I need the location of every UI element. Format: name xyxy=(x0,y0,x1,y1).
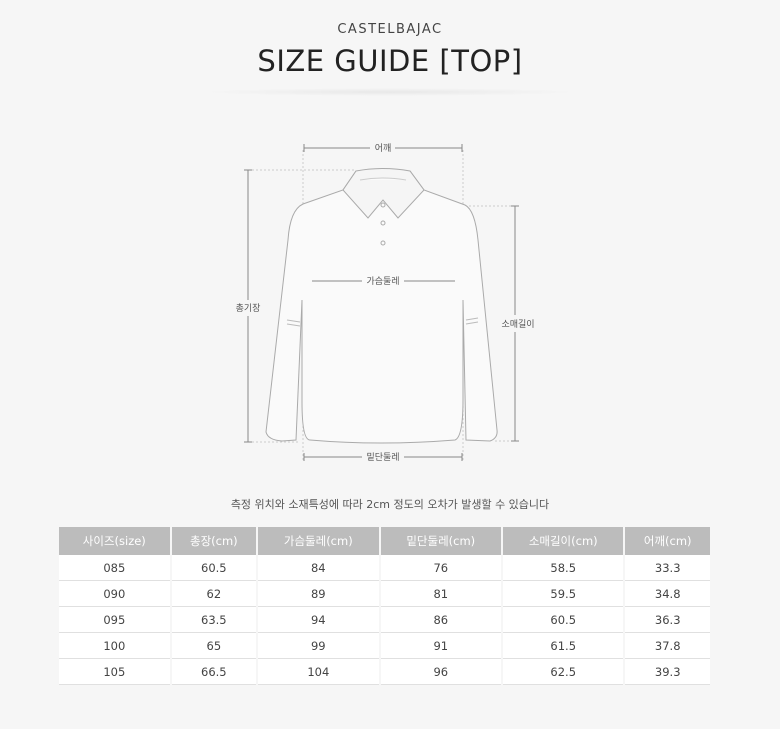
table-cell: 66.5 xyxy=(171,659,257,685)
table-header-row: 사이즈(size) 총장(cm) 가슴둘레(cm) 밑단둘레(cm) 소매길이(… xyxy=(59,527,710,555)
table-cell: 63.5 xyxy=(171,607,257,633)
table-cell: 61.5 xyxy=(503,633,624,659)
table-cell: 84 xyxy=(258,555,379,581)
table-row: 100 65 99 91 61.5 37.8 xyxy=(59,633,710,659)
label-total-length: 총기장 xyxy=(236,303,261,314)
table-cell: 76 xyxy=(380,555,501,581)
brand-name: CASTELBAJAC xyxy=(337,22,443,37)
table-cell: 33.3 xyxy=(625,555,710,581)
header-hem: 밑단둘레(cm) xyxy=(380,527,501,555)
table-cell: 36.3 xyxy=(625,607,710,633)
table-cell: 39.3 xyxy=(625,659,710,685)
title-divider xyxy=(200,88,580,96)
size-table: 사이즈(size) 총장(cm) 가슴둘레(cm) 밑단둘레(cm) 소매길이(… xyxy=(57,527,712,685)
table-cell: 94 xyxy=(258,607,379,633)
label-sleeve: 소매길이 xyxy=(501,319,534,330)
table-cell: 81 xyxy=(380,581,501,607)
label-shoulder: 어깨 xyxy=(375,142,392,154)
table-row: 095 63.5 94 86 60.5 36.3 xyxy=(59,607,710,633)
table-row: 105 66.5 104 96 62.5 39.3 xyxy=(59,659,710,685)
table-cell: 60.5 xyxy=(171,555,257,581)
label-chest: 가슴둘레 xyxy=(366,276,399,287)
table-cell: 090 xyxy=(59,581,170,607)
table-row: 085 60.5 84 76 58.5 33.3 xyxy=(59,555,710,581)
table-cell: 104 xyxy=(258,659,379,685)
header-size: 사이즈(size) xyxy=(59,527,170,555)
header-total-length: 총장(cm) xyxy=(171,527,257,555)
table-cell: 095 xyxy=(59,607,170,633)
table-cell: 91 xyxy=(380,633,501,659)
table-row: 090 62 89 81 59.5 34.8 xyxy=(59,581,710,607)
header-shoulder: 어깨(cm) xyxy=(625,527,710,555)
table-cell: 62.5 xyxy=(503,659,624,685)
table-cell: 100 xyxy=(59,633,170,659)
table-cell: 105 xyxy=(59,659,170,685)
table-cell: 62 xyxy=(171,581,257,607)
table-cell: 65 xyxy=(171,633,257,659)
table-cell: 085 xyxy=(59,555,170,581)
table-cell: 60.5 xyxy=(503,607,624,633)
table-cell: 59.5 xyxy=(503,581,624,607)
header-chest: 가슴둘레(cm) xyxy=(258,527,379,555)
table-cell: 34.8 xyxy=(625,581,710,607)
header-sleeve: 소매길이(cm) xyxy=(503,527,624,555)
table-cell: 86 xyxy=(380,607,501,633)
measurement-note: 측정 위치와 소재특성에 따라 2cm 정도의 오차가 발생할 수 있습니다 xyxy=(230,498,550,511)
table-cell: 58.5 xyxy=(503,555,624,581)
table-cell: 99 xyxy=(258,633,379,659)
shirt-outline xyxy=(265,168,498,444)
label-hem: 밑단둘레 xyxy=(366,451,399,463)
table-cell: 89 xyxy=(258,581,379,607)
table-cell: 96 xyxy=(380,659,501,685)
table-cell: 37.8 xyxy=(625,633,710,659)
page-title: SIZE GUIDE [TOP] xyxy=(257,44,523,78)
